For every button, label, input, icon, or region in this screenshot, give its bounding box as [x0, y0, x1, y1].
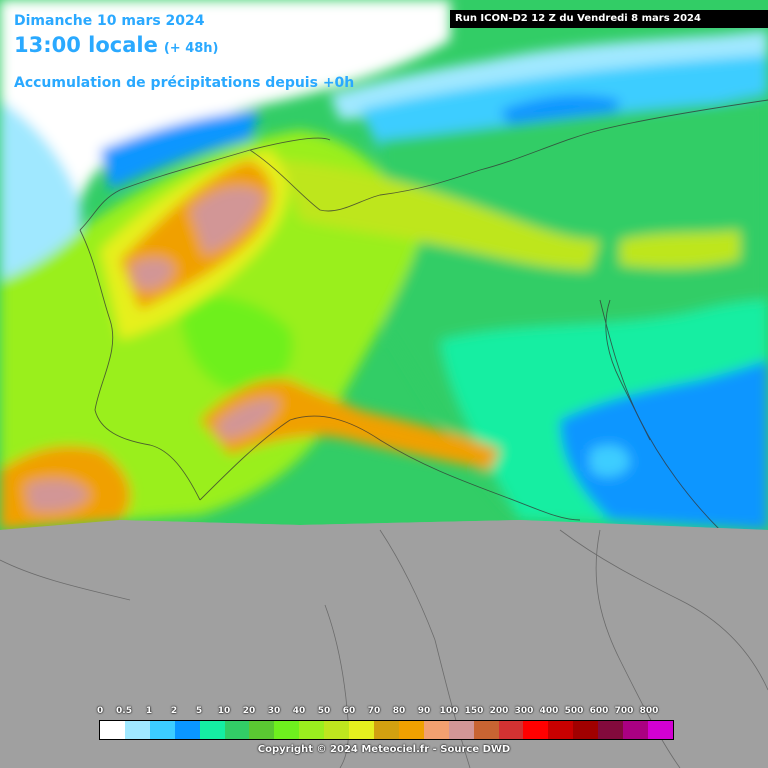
forecast-offset: (+ 48h)	[163, 41, 219, 56]
legend-label: 0.5	[116, 706, 132, 716]
area-blue-northwest-edge	[100, 110, 260, 190]
legend-label: 50	[317, 706, 331, 716]
legend-swatch	[149, 721, 175, 739]
area-yellow-prealps	[280, 160, 600, 270]
legend-label: 1	[145, 706, 153, 716]
area-low-precip-nw	[0, 0, 450, 290]
legend-swatch	[124, 721, 150, 739]
legend-swatch	[473, 721, 499, 739]
legend-label: 40	[292, 706, 306, 716]
model-run-label: Run ICON-D2 12 Z du Vendredi 8 mars 2024	[450, 10, 768, 28]
coastline-liguria	[199, 415, 581, 521]
border-switzerland-italy	[249, 149, 481, 212]
legend-label: 10	[217, 706, 231, 716]
legend-label: 200	[489, 706, 509, 716]
area-blue-adriatic	[560, 360, 768, 530]
legend-swatch	[349, 721, 374, 739]
legend-swatch	[398, 721, 424, 739]
legend-swatch	[249, 721, 275, 739]
legend-swatch	[523, 721, 549, 739]
legend-swatch	[647, 721, 673, 739]
area-light-blue-adriatic	[590, 445, 630, 477]
legend-swatch	[548, 721, 574, 739]
legend-swatch	[100, 721, 125, 739]
forecast-date: Dimanche 10 mars 2024	[14, 13, 205, 29]
legend-swatch	[423, 721, 449, 739]
legend-label: 30	[267, 706, 281, 716]
forecast-time-value: 13:00 locale	[14, 33, 158, 57]
legend-label: 70	[367, 706, 381, 716]
legend-swatch	[299, 721, 325, 739]
border-france-switzerland	[79, 137, 331, 231]
copyright-text: Copyright © 2024 Meteociel.fr - Source D…	[257, 744, 511, 755]
product-title: Accumulation de précipitations depuis +0…	[14, 75, 355, 91]
area-pink-sw	[25, 479, 90, 512]
border-france-italy	[79, 229, 201, 501]
legend-label: 100	[439, 706, 459, 716]
legend-swatch	[598, 721, 624, 739]
legend-label: 500	[564, 706, 584, 716]
legend-label: 60	[342, 706, 356, 716]
forecast-time: 13:00 locale (+ 48h)	[14, 33, 219, 57]
legend-swatch	[224, 721, 250, 739]
legend-labels: 0 0.5 1 2 5 10 20 30 40 50 60 70 80 90 100 150 200 300 400…	[0, 706, 768, 718]
legend-swatch	[274, 721, 300, 739]
border-italy-austria	[479, 99, 768, 171]
area-yellow-dolomites	[620, 230, 740, 269]
legend-swatch	[373, 721, 399, 739]
legend-label: 700	[614, 706, 634, 716]
legend-swatch	[324, 721, 350, 739]
legend-label: 150	[464, 706, 484, 716]
legend-label: 2	[170, 706, 178, 716]
no-data-band-south	[0, 520, 768, 768]
legend-swatch	[448, 721, 474, 739]
legend-swatch	[174, 721, 200, 739]
coastline-adriatic	[599, 299, 768, 601]
legend-label: 400	[539, 706, 559, 716]
coastline-south-west	[0, 559, 131, 601]
area-pink-liguria	[215, 398, 280, 440]
legend-label: 5	[195, 706, 203, 716]
legend-swatch	[623, 721, 648, 739]
legend-swatch	[573, 721, 599, 739]
legend-label: 0	[97, 706, 104, 716]
legend-label: 20	[242, 706, 256, 716]
legend-swatch	[199, 721, 225, 739]
legend-label: 600	[589, 706, 609, 716]
legend-swatch	[498, 721, 524, 739]
coastline-corsica-south	[324, 604, 349, 768]
legend-label: 300	[514, 706, 534, 716]
legend-colorbar	[99, 720, 674, 740]
area-green-po-valley	[180, 296, 293, 395]
legend-label: 80	[392, 706, 406, 716]
legend-label: 90	[417, 706, 431, 716]
area-pink-alps-core	[190, 186, 265, 255]
legend-label: 800	[639, 706, 659, 716]
area-pink-alps-west	[130, 258, 175, 290]
